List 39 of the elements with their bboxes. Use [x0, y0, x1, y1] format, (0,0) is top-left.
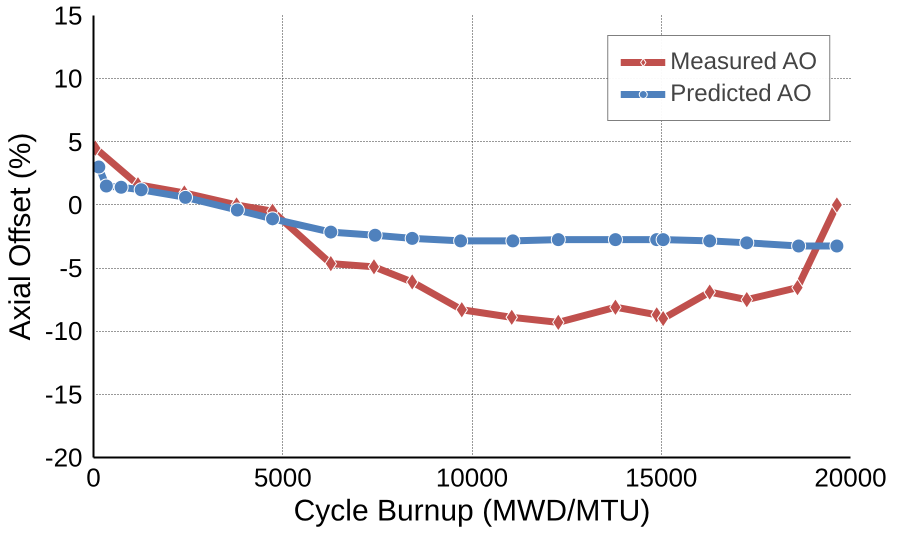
- point: [178, 190, 193, 205]
- point: [453, 233, 468, 248]
- point: [230, 202, 245, 218]
- legend-label: Predicted AO: [670, 80, 812, 108]
- point: [702, 233, 718, 248]
- x-axis-title: Cycle Burnup (MWD/MTU): [294, 494, 650, 528]
- y-tick-label: 5: [68, 126, 83, 157]
- y-tick-label: -5: [59, 253, 83, 284]
- point: [656, 232, 671, 248]
- point: [656, 310, 670, 328]
- point: [791, 238, 806, 254]
- legend-label: Measured AO: [670, 48, 817, 76]
- x-tick-label: 5000: [254, 462, 312, 492]
- y-tick-label: -10: [44, 316, 82, 346]
- point: [505, 233, 520, 248]
- point: [114, 180, 129, 195]
- point: [550, 232, 566, 248]
- point: [608, 232, 623, 248]
- point: [368, 228, 383, 243]
- point: [265, 211, 280, 226]
- point: [739, 235, 754, 250]
- point: [609, 298, 622, 316]
- y-tick-label: -15: [44, 379, 82, 410]
- point: [404, 230, 420, 246]
- y-tick-label: 0: [68, 190, 83, 220]
- point: [98, 178, 114, 194]
- x-tick-label: 15000: [625, 462, 698, 492]
- x-tick-label: 20000: [814, 462, 887, 492]
- point: [134, 182, 149, 198]
- point: [830, 196, 844, 214]
- y-tick-label: -20: [44, 442, 82, 472]
- y-tick-label: 10: [54, 64, 82, 94]
- point: [791, 278, 804, 297]
- point: [323, 224, 338, 240]
- y-axis-title: Axial Offset (%): [4, 132, 37, 340]
- y-tick-label: 15: [54, 0, 82, 30]
- point: [368, 258, 380, 276]
- x-tick-label: 10000: [436, 462, 508, 492]
- point: [829, 238, 844, 254]
